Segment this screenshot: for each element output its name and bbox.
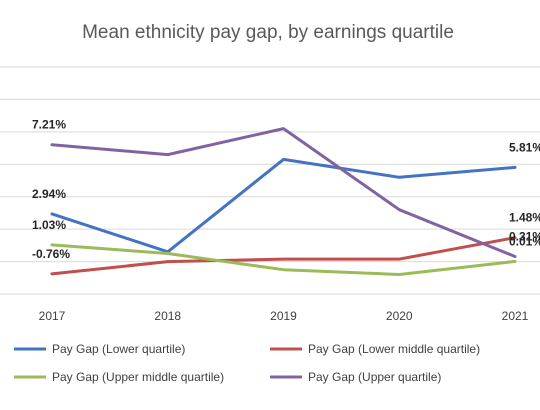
- x-tick-label: 2017: [39, 309, 66, 323]
- legend-label: Pay Gap (Upper middle quartile): [52, 370, 224, 384]
- data-label: 1.48%: [509, 211, 540, 225]
- data-label: 7.21%: [32, 118, 66, 132]
- series-line-3: [50, 243, 517, 276]
- legend-label: Pay Gap (Lower middle quartile): [308, 342, 480, 356]
- chart-title: Mean ethnicity pay gap, by earnings quar…: [82, 22, 454, 43]
- x-tick-label: 2019: [270, 309, 297, 323]
- data-label: 5.81%: [509, 140, 540, 154]
- x-tick-label: 2021: [502, 309, 529, 323]
- data-labels: 7.21% 2.94% 1.03% -0.76% 5.81% 1.48% 0.31%0.01…: [32, 118, 540, 261]
- data-label: 1.03%: [32, 218, 66, 232]
- series-line-2: [50, 236, 517, 276]
- series-line-1: [50, 157, 517, 254]
- x-tick-label: 2020: [386, 309, 413, 323]
- data-label: -0.76%: [32, 247, 70, 261]
- legend-item: Pay Gap (Lower middle quartile): [270, 342, 480, 356]
- legend-item: Pay Gap (Upper middle quartile): [14, 370, 224, 384]
- legend-label: Pay Gap (Lower quartile): [52, 342, 185, 356]
- data-label: 0.31%: [509, 230, 540, 244]
- data-label: 2.94%: [32, 187, 66, 201]
- legend-label: Pay Gap (Upper quartile): [308, 370, 441, 384]
- series-line-4: [50, 127, 517, 258]
- legend: Pay Gap (Lower quartile) Pay Gap (Lower m…: [14, 342, 480, 384]
- data-label: 0.01%: [509, 234, 540, 248]
- x-axis-ticks: 2017 2018 2019 2020 2021: [39, 309, 529, 323]
- x-tick-label: 2018: [154, 309, 181, 323]
- legend-item: Pay Gap (Lower quartile): [14, 342, 185, 356]
- legend-item: Pay Gap (Upper quartile): [270, 370, 441, 384]
- series-lines: [50, 127, 517, 276]
